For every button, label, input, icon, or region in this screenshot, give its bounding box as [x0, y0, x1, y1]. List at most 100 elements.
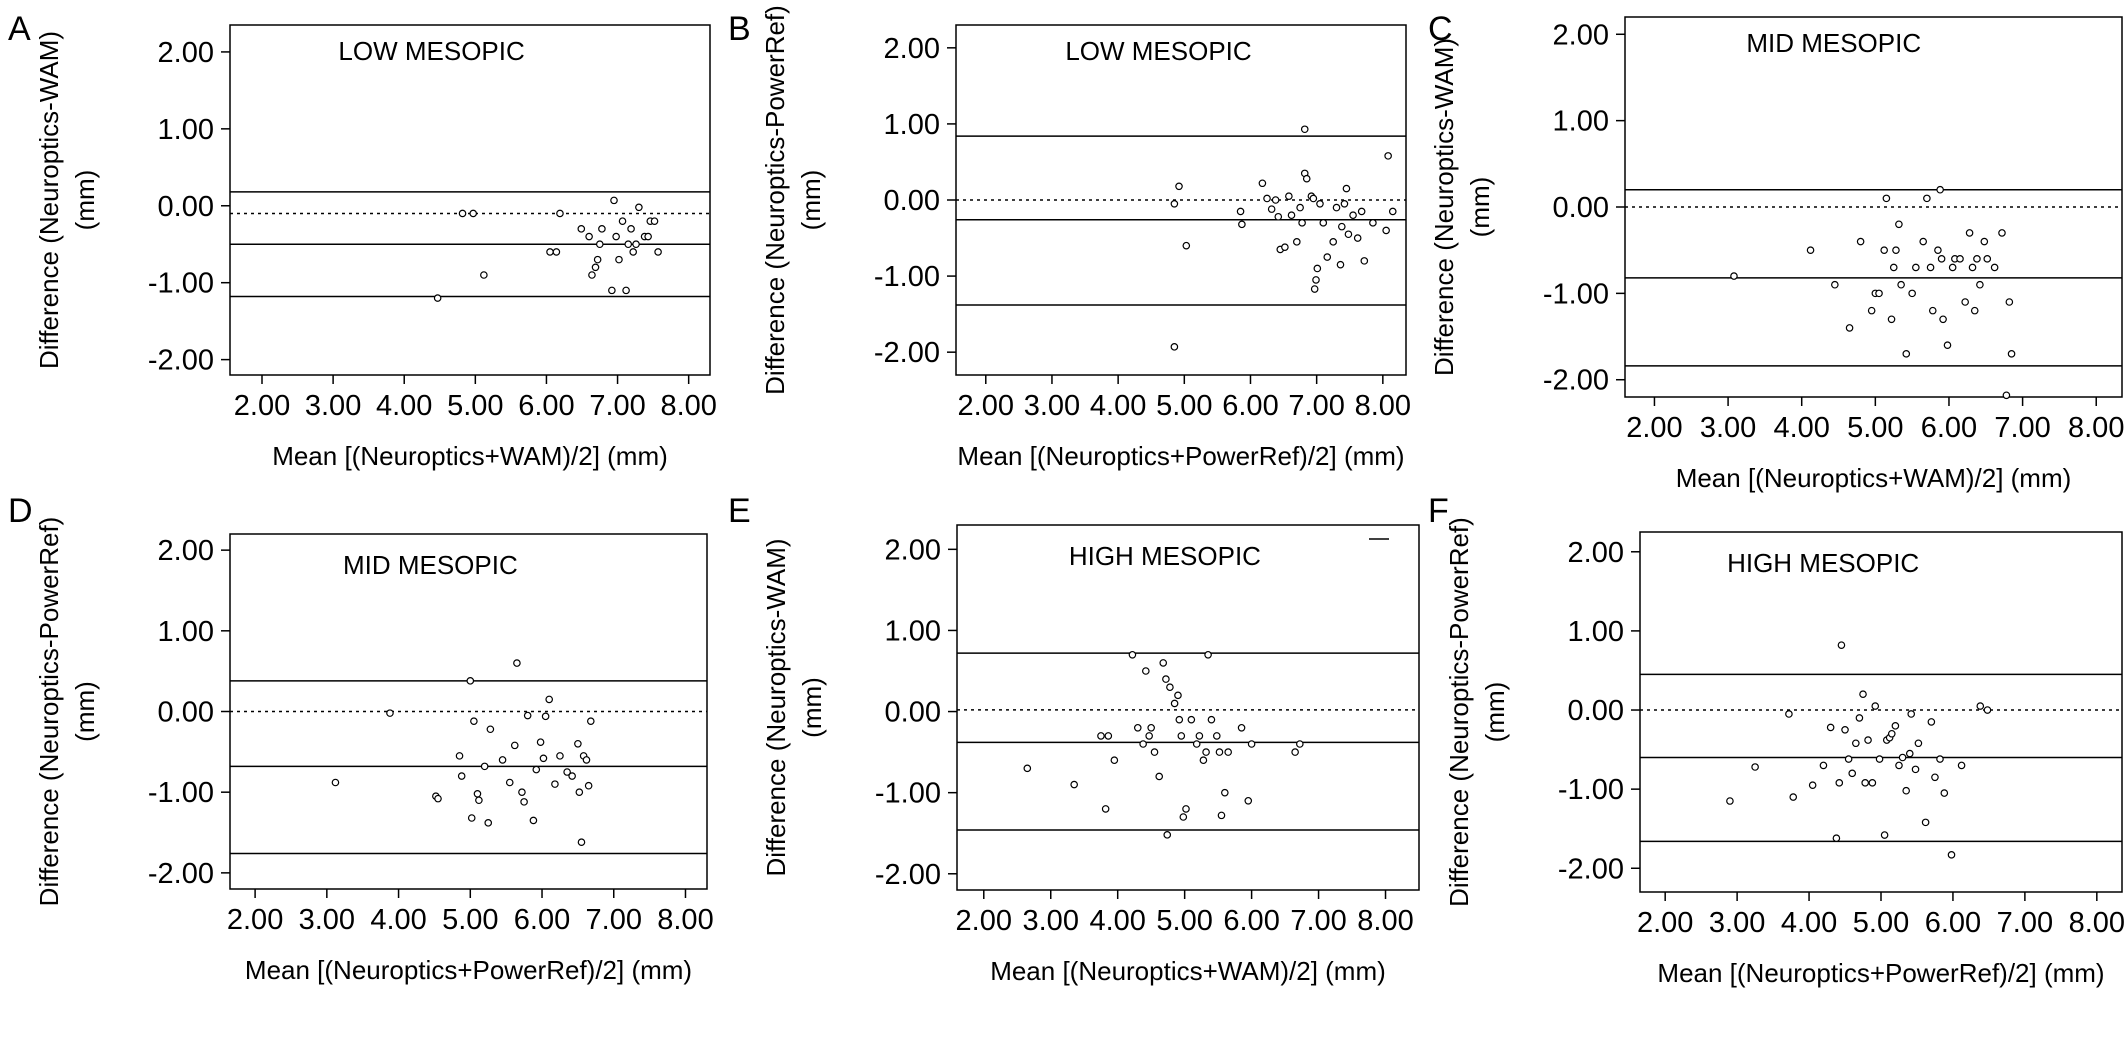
data-point: [1856, 237, 1865, 246]
data-point: [513, 659, 521, 667]
data-point: [1221, 788, 1229, 797]
data-point: [556, 209, 564, 218]
data-point: [1998, 229, 2006, 237]
data-point: [1789, 793, 1798, 801]
x-tick-label: 8.00: [660, 390, 716, 422]
data-point: [1855, 714, 1864, 722]
data-point: [1207, 715, 1216, 724]
y-axis-label-unit: (mm): [70, 170, 100, 231]
panel-B: B 2.00 1.00 0.00 -1.00 -2.00 2.00 3.00 4.00 5.00 6…: [728, 5, 1411, 471]
data-point: [1919, 237, 1928, 246]
data-point: [1097, 732, 1105, 740]
y-axis-label-unit: (mm): [797, 677, 827, 738]
data-point: [575, 788, 584, 796]
data-point: [1237, 723, 1246, 732]
data-point: [470, 717, 478, 725]
data-point: [1263, 194, 1271, 203]
panel-letter: A: [8, 10, 31, 48]
data-point: [1236, 207, 1245, 216]
x-axis-label: Mean [(Neuroptics+PowerRef)/2] (mm): [1657, 958, 2104, 988]
data-point: [1159, 659, 1168, 667]
data-point: [1150, 748, 1159, 756]
data-point: [1360, 257, 1369, 265]
data-point: [1921, 818, 1930, 827]
x-tick-label: 3.00: [1709, 907, 1765, 939]
y-tick-label: 2.00: [158, 37, 214, 69]
x-tick-label: 2.00: [956, 905, 1012, 937]
data-point: [551, 780, 559, 788]
panel-title: MID MESOPIC: [343, 550, 518, 580]
data-point: [433, 294, 442, 302]
data-point: [1133, 723, 1142, 732]
data-point: [1808, 781, 1817, 789]
data-point: [1785, 710, 1793, 718]
x-tick-label: 7.00: [1288, 390, 1344, 422]
data-point: [1195, 732, 1204, 740]
x-tick-label: 6.00: [1921, 412, 1977, 444]
data-point: [1837, 641, 1846, 649]
data-point: [1110, 756, 1119, 765]
data-point: [2002, 391, 2011, 400]
data-point: [584, 781, 593, 790]
x-tick-label: 8.00: [657, 904, 713, 936]
x-axis-label: Mean [(Neuroptics+PowerRef)/2] (mm): [957, 441, 1404, 471]
data-point: [629, 248, 638, 256]
x-tick-label: 5.00: [1156, 905, 1212, 937]
y-tick-label: 2.00: [885, 534, 941, 566]
x-tick-label: 4.00: [1781, 907, 1837, 939]
data-point: [622, 286, 630, 295]
data-point: [1332, 203, 1341, 212]
panel-title: LOW MESOPIC: [1065, 36, 1251, 66]
data-point: [1880, 831, 1889, 839]
data-point: [1329, 238, 1338, 246]
data-point: [1983, 255, 1992, 263]
data-point: [1147, 723, 1155, 732]
data-point: [1895, 761, 1903, 770]
data-point: [1357, 207, 1366, 216]
data-point: [595, 240, 604, 249]
data-point: [518, 788, 526, 796]
y-tick-label: 1.00: [158, 114, 214, 146]
data-point: [563, 768, 571, 776]
y-axis-label: Difference (Neuroptics-WAM): [761, 538, 791, 876]
x-tick-label: 2.00: [234, 390, 290, 422]
data-point: [541, 712, 550, 721]
panel-title: LOW MESOPIC: [338, 36, 524, 66]
data-point: [1983, 706, 1992, 714]
data-point: [1170, 699, 1179, 708]
data-point: [1296, 740, 1304, 748]
data-point: [529, 816, 538, 825]
y-tick-label: -2.00: [1558, 853, 1624, 885]
data-point: [574, 739, 582, 748]
data-point: [1976, 702, 1985, 710]
data-point: [1980, 237, 1989, 246]
x-tick-label: 7.00: [1290, 905, 1346, 937]
y-tick-label: 2.00: [1553, 19, 1609, 51]
y-tick-label: 0.00: [884, 185, 940, 217]
y-tick-label: 2.00: [1568, 537, 1624, 569]
y-tick-label: 2.00: [884, 33, 940, 65]
data-point: [1323, 253, 1332, 261]
data-point: [588, 271, 596, 279]
data-point: [469, 209, 478, 218]
data-point: [1819, 761, 1828, 770]
data-point: [1891, 722, 1900, 730]
data-point: [1868, 779, 1877, 787]
y-tick-label: -1.00: [148, 777, 214, 809]
data-point: [1895, 220, 1903, 229]
data-point: [1936, 185, 1944, 194]
x-tick-label: 3.00: [305, 390, 361, 422]
data-point: [1928, 306, 1937, 315]
data-point: [1340, 200, 1349, 208]
panel-title: HIGH MESOPIC: [1069, 541, 1261, 571]
y-axis-label-unit: (mm): [1465, 177, 1495, 238]
data-point: [1247, 740, 1256, 748]
data-point: [1287, 211, 1296, 220]
data-point: [434, 794, 442, 803]
data-point: [598, 225, 606, 233]
data-point: [1369, 219, 1377, 227]
data-point: [1101, 805, 1110, 813]
data-point: [1139, 740, 1147, 748]
data-point: [386, 709, 394, 717]
data-point: [1166, 683, 1174, 692]
